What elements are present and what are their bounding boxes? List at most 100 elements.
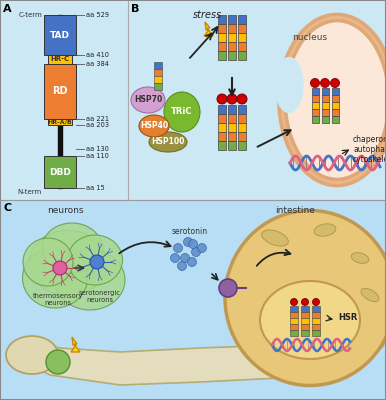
Bar [238, 114, 246, 123]
Bar [154, 62, 162, 69]
Ellipse shape [164, 92, 200, 132]
Circle shape [183, 238, 193, 246]
Bar [332, 102, 339, 109]
Bar [301, 324, 309, 330]
Polygon shape [18, 332, 380, 385]
Bar [312, 109, 318, 116]
Bar [48, 119, 72, 125]
Text: HR-C: HR-C [51, 56, 69, 62]
Bar [218, 123, 226, 132]
Circle shape [313, 298, 320, 306]
Circle shape [178, 262, 186, 270]
Bar [322, 88, 328, 95]
Ellipse shape [131, 87, 165, 113]
Bar [218, 132, 226, 141]
Bar [218, 141, 226, 150]
Text: HSR: HSR [338, 314, 357, 322]
Text: aa 130: aa 130 [86, 146, 109, 152]
Text: aa 15: aa 15 [86, 185, 105, 191]
Circle shape [90, 255, 104, 269]
Text: serotonin: serotonin [172, 227, 208, 236]
Circle shape [330, 78, 340, 88]
Ellipse shape [6, 336, 58, 374]
Bar [238, 105, 246, 114]
Circle shape [198, 244, 207, 252]
Bar [312, 88, 318, 95]
Bar [218, 105, 226, 114]
Circle shape [171, 254, 179, 262]
Bar [228, 24, 236, 33]
Circle shape [310, 78, 320, 88]
Bar [154, 83, 162, 90]
Circle shape [188, 240, 198, 248]
Circle shape [181, 254, 190, 262]
Bar [218, 51, 226, 60]
Bar [290, 306, 298, 312]
Ellipse shape [225, 210, 386, 386]
Text: HSP100: HSP100 [151, 138, 185, 146]
Text: thermosensory
neurons: thermosensory neurons [33, 293, 83, 306]
Bar [228, 51, 236, 60]
Text: RD: RD [52, 86, 68, 96]
Circle shape [191, 248, 200, 256]
Circle shape [53, 261, 67, 275]
Text: TAD: TAD [50, 30, 70, 40]
Ellipse shape [42, 223, 102, 273]
Bar [290, 318, 298, 324]
Ellipse shape [55, 250, 125, 310]
Text: aa 203: aa 203 [86, 122, 109, 128]
Bar [238, 24, 246, 33]
Ellipse shape [275, 58, 303, 112]
Bar [301, 318, 309, 324]
Text: serotonergic
neurons: serotonergic neurons [79, 290, 121, 303]
Bar [218, 42, 226, 51]
Circle shape [237, 94, 247, 104]
Bar [290, 324, 298, 330]
Bar [58, 15, 62, 188]
Bar [218, 114, 226, 123]
Ellipse shape [366, 336, 384, 350]
Ellipse shape [361, 288, 379, 302]
Ellipse shape [260, 281, 360, 359]
Circle shape [217, 94, 227, 104]
Bar [218, 15, 226, 24]
Text: A: A [3, 4, 12, 14]
Text: B: B [131, 4, 139, 14]
Bar [322, 116, 328, 123]
Bar [238, 123, 246, 132]
Bar [238, 33, 246, 42]
Text: HSP70: HSP70 [134, 96, 162, 104]
Bar [218, 24, 226, 33]
Text: neurons: neurons [47, 206, 83, 215]
Ellipse shape [23, 238, 73, 286]
Text: C-term: C-term [18, 12, 42, 18]
Text: HSP40: HSP40 [140, 122, 168, 130]
Ellipse shape [139, 115, 169, 137]
Text: HR-A/B: HR-A/B [47, 119, 73, 124]
Circle shape [227, 94, 237, 104]
Bar [322, 95, 328, 102]
Circle shape [188, 258, 196, 266]
Text: aa 384: aa 384 [86, 61, 109, 67]
Bar [48, 55, 72, 64]
Text: aa 410: aa 410 [86, 52, 109, 58]
Bar [228, 15, 236, 24]
Text: stress: stress [193, 10, 223, 20]
Text: aa 529: aa 529 [86, 12, 109, 18]
Bar [301, 312, 309, 318]
Circle shape [46, 350, 70, 374]
Polygon shape [71, 337, 80, 352]
Bar [154, 76, 162, 83]
Circle shape [219, 279, 237, 297]
Bar [228, 105, 236, 114]
Ellipse shape [149, 132, 187, 152]
Bar [0, 200, 386, 400]
Bar [218, 33, 226, 42]
Bar [228, 141, 236, 150]
Bar [312, 318, 320, 324]
Bar [322, 109, 328, 116]
Bar [238, 42, 246, 51]
Ellipse shape [351, 253, 369, 263]
Bar [332, 116, 339, 123]
Bar [238, 132, 246, 141]
